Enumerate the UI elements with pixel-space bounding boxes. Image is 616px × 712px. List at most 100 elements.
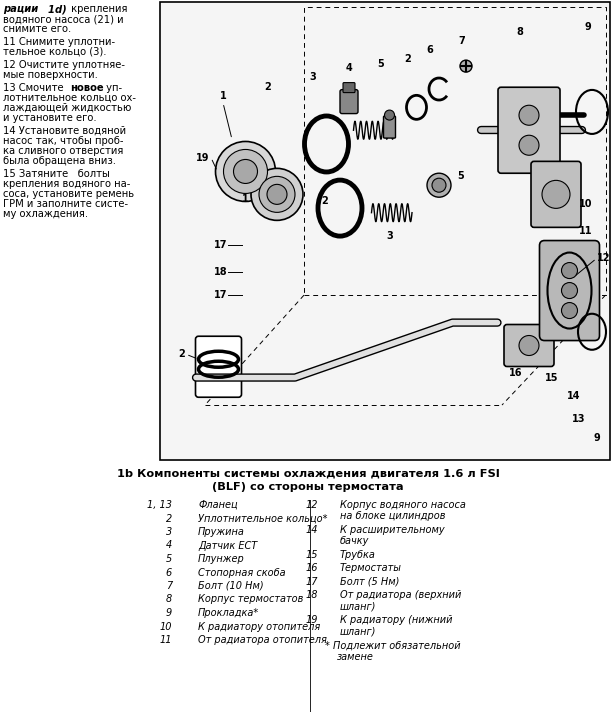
Text: 3: 3: [310, 73, 317, 83]
Circle shape: [216, 142, 275, 201]
Text: 19: 19: [306, 615, 318, 625]
Text: бачку: бачку: [340, 536, 370, 546]
Text: 14: 14: [306, 525, 318, 535]
Circle shape: [384, 110, 394, 120]
Text: Датчик ЕСТ: Датчик ЕСТ: [198, 540, 257, 550]
Text: 12: 12: [596, 253, 610, 263]
Text: 10: 10: [160, 622, 172, 632]
Text: 7: 7: [458, 36, 465, 46]
Text: 1: 1: [242, 194, 249, 204]
Text: крепления водяного на-: крепления водяного на-: [3, 179, 131, 189]
Circle shape: [432, 178, 446, 192]
Text: 15 Затяните   болты: 15 Затяните болты: [3, 169, 110, 179]
Text: 3: 3: [386, 231, 393, 241]
Text: лаждающей жидкостью: лаждающей жидкостью: [3, 103, 131, 113]
FancyBboxPatch shape: [498, 88, 560, 173]
Text: 11: 11: [160, 635, 172, 645]
FancyBboxPatch shape: [531, 162, 581, 227]
Text: Пружина: Пружина: [198, 527, 245, 537]
Text: 1b Компоненты системы охлаждения двигателя 1.6 л FSI: 1b Компоненты системы охлаждения двигате…: [116, 468, 500, 478]
Text: 16: 16: [306, 563, 318, 573]
Text: 2: 2: [178, 350, 185, 360]
Text: 4: 4: [166, 540, 172, 550]
Circle shape: [460, 60, 472, 72]
Text: 3: 3: [166, 527, 172, 537]
Text: 7: 7: [166, 581, 172, 591]
Text: новое: новое: [70, 83, 103, 93]
Text: ГРМ и заполните систе-: ГРМ и заполните систе-: [3, 199, 128, 209]
Text: 14: 14: [567, 392, 581, 402]
Text: 15: 15: [545, 373, 558, 383]
Text: 2: 2: [404, 54, 411, 64]
Text: 8: 8: [517, 26, 524, 36]
Text: 12: 12: [306, 500, 318, 510]
Text: К радиатору (нижний: К радиатору (нижний: [340, 615, 453, 625]
Text: 13 Смочите: 13 Смочите: [3, 83, 67, 93]
Text: 17: 17: [306, 577, 318, 587]
Text: 5: 5: [377, 58, 384, 68]
Text: 15: 15: [306, 550, 318, 560]
Bar: [161, 3, 609, 459]
Text: От радиатора отопителя: От радиатора отопителя: [198, 635, 327, 645]
Text: 9: 9: [593, 432, 600, 443]
Text: 1d): 1d): [41, 4, 67, 14]
Text: 10: 10: [578, 199, 592, 209]
Text: му охлаждения.: му охлаждения.: [3, 209, 88, 219]
Circle shape: [519, 135, 539, 155]
Text: 11 Снимите уплотни-: 11 Снимите уплотни-: [3, 37, 115, 47]
Text: и установите его.: и установите его.: [3, 113, 97, 123]
Text: 2: 2: [265, 82, 272, 92]
Circle shape: [251, 168, 303, 220]
FancyBboxPatch shape: [195, 336, 241, 397]
Circle shape: [562, 263, 578, 278]
Text: замене: замене: [337, 652, 374, 662]
Text: От радиатора (верхний: От радиатора (верхний: [340, 590, 461, 600]
Text: крепления: крепления: [68, 4, 128, 14]
Text: 12 Очистите уплотняе-: 12 Очистите уплотняе-: [3, 60, 125, 70]
Circle shape: [542, 180, 570, 209]
FancyBboxPatch shape: [504, 325, 554, 367]
Text: уп-: уп-: [103, 83, 122, 93]
Text: 13: 13: [572, 414, 585, 424]
Text: 6: 6: [427, 45, 434, 55]
Text: ка сливного отверстия: ка сливного отверстия: [3, 146, 123, 156]
Circle shape: [562, 303, 578, 318]
Text: 8: 8: [166, 595, 172, 604]
Text: шланг): шланг): [340, 602, 376, 612]
Text: 9: 9: [166, 608, 172, 618]
Text: 2: 2: [166, 513, 172, 523]
Text: рации: рации: [3, 4, 38, 14]
Circle shape: [427, 173, 451, 197]
Text: Плунжер: Плунжер: [198, 554, 245, 564]
Text: * Подлежит обязательной: * Подлежит обязательной: [325, 640, 461, 650]
Text: соса, установите ремень: соса, установите ремень: [3, 189, 134, 199]
Text: К радиатору отопителя: К радиатору отопителя: [198, 622, 320, 632]
Text: Уплотнительное кольцо*: Уплотнительное кольцо*: [198, 513, 328, 523]
Text: 18: 18: [214, 267, 228, 277]
Text: лотнительное кольцо ох-: лотнительное кольцо ох-: [3, 93, 136, 103]
Text: К расширительному: К расширительному: [340, 525, 445, 535]
Circle shape: [267, 184, 287, 204]
Text: Корпус водяного насоса: Корпус водяного насоса: [340, 500, 466, 510]
FancyBboxPatch shape: [384, 116, 395, 138]
Text: 16: 16: [509, 368, 522, 378]
Text: 1: 1: [220, 90, 226, 101]
Text: 17: 17: [214, 290, 227, 300]
Text: водяного насоса (21) и: водяного насоса (21) и: [3, 14, 124, 24]
Circle shape: [562, 283, 578, 298]
Text: 11: 11: [578, 226, 592, 236]
Text: (BLF) со стороны термостата: (BLF) со стороны термостата: [212, 482, 404, 492]
Circle shape: [519, 105, 539, 125]
Text: 5: 5: [166, 554, 172, 564]
Text: 4: 4: [346, 63, 352, 73]
Text: 19: 19: [196, 152, 209, 163]
Circle shape: [519, 335, 539, 355]
Text: тельное кольцо (3).: тельное кольцо (3).: [3, 47, 107, 57]
Text: снимите его.: снимите его.: [3, 24, 71, 34]
Text: 2: 2: [321, 196, 328, 206]
Text: Стопорная скоба: Стопорная скоба: [198, 567, 286, 577]
Text: насос так, чтобы проб-: насос так, чтобы проб-: [3, 136, 123, 146]
Text: Прокладка*: Прокладка*: [198, 608, 259, 618]
Circle shape: [224, 150, 267, 194]
Text: шланг): шланг): [340, 627, 376, 637]
